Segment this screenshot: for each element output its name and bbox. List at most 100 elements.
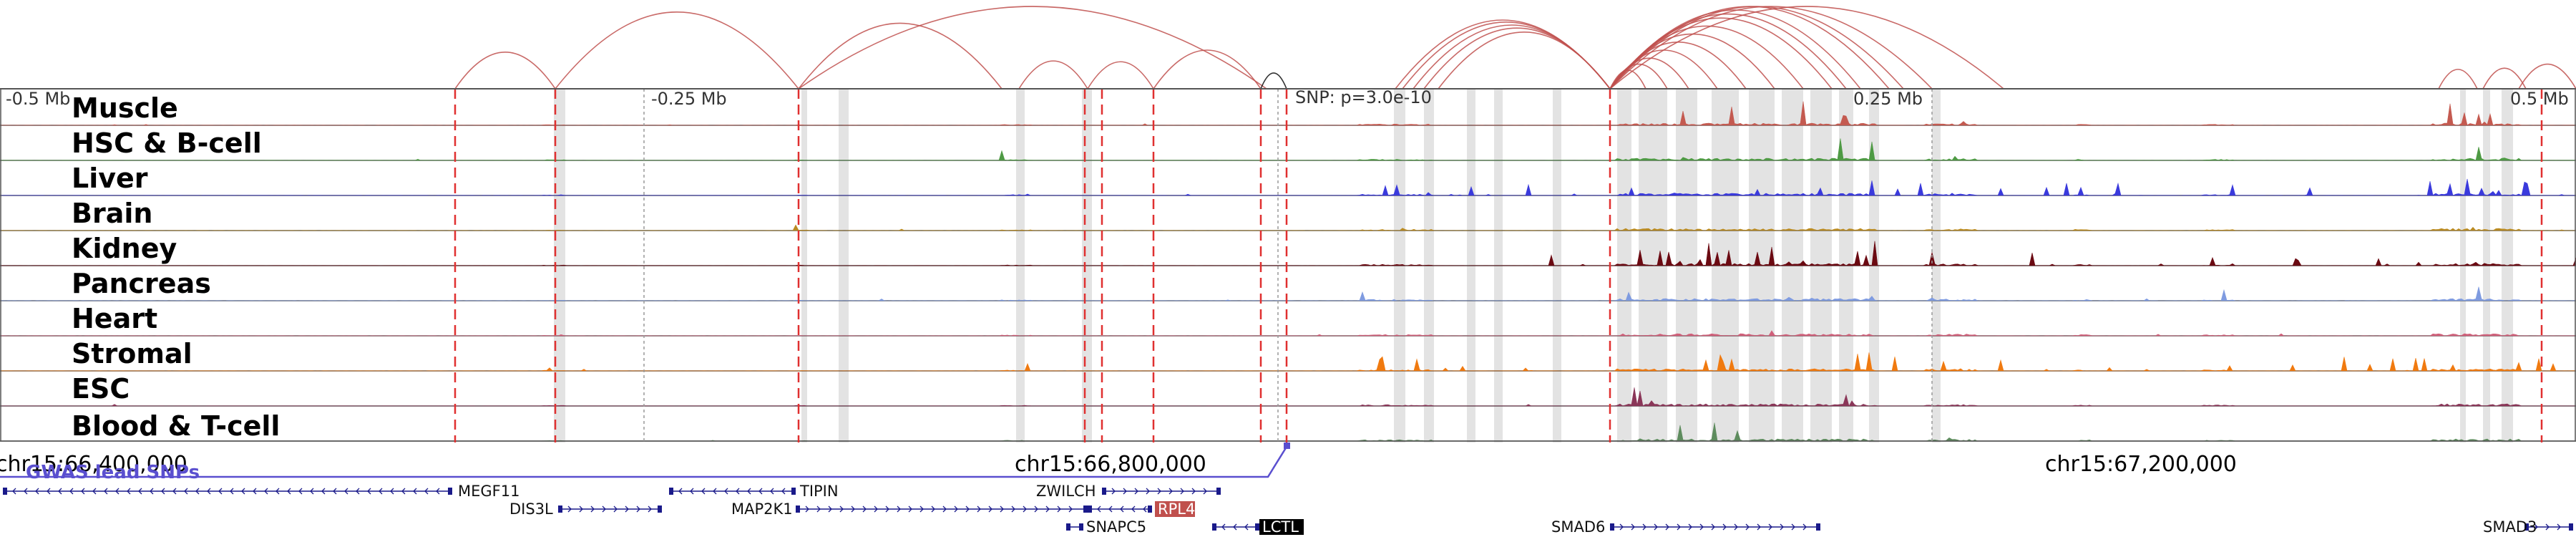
gene-box-rpl4 xyxy=(1155,501,1195,517)
signal-stromal xyxy=(0,352,2576,372)
signal-esc xyxy=(0,387,2576,407)
gene-megf11-strand-arrow xyxy=(172,488,177,495)
coord-right: chr15:67,200,000 xyxy=(2045,452,2237,477)
gene-tipin-strand-arrow xyxy=(713,488,717,495)
loop-arc xyxy=(1087,61,1154,90)
gene-map2k1-strand-arrow xyxy=(862,505,867,513)
track-label-pancreas: Pancreas xyxy=(72,268,211,299)
gene-smad3-strand-arrow xyxy=(2557,523,2561,531)
gene-map2k1-strand-arrow xyxy=(1000,505,1004,513)
gene-smad6-strand-arrow xyxy=(1711,523,1715,531)
gene-smad6-strand-arrow xyxy=(1734,523,1738,531)
gene-smad6-strand-arrow xyxy=(1688,523,1692,531)
gene-map2k1-strand-arrow xyxy=(977,505,981,513)
gene-track xyxy=(3,488,2573,531)
gene-map2k1-strand-arrow xyxy=(931,505,935,513)
gene-tipin-strand-arrow xyxy=(678,488,683,495)
gene-tipin-strand-arrow xyxy=(724,488,728,495)
gene-megf11-strand-arrow xyxy=(401,488,406,495)
gene-map2k1-strand-arrow xyxy=(1011,505,1015,513)
gene-map2k1-strand-arrow xyxy=(1068,505,1073,513)
loop-arc xyxy=(2438,69,2478,90)
gene-label-megf11: MEGF11 xyxy=(458,483,519,500)
gene-label-dis3l: DIS3L xyxy=(509,500,553,518)
track-label-blood-tcell: Blood & T-cell xyxy=(72,410,280,442)
gene-megf11-strand-arrow xyxy=(241,488,245,495)
gene-label-lctl: LCTL xyxy=(1262,518,1299,536)
gene-smad6-strand-arrow xyxy=(1677,523,1681,531)
gene-smad6-strand-arrow xyxy=(1757,523,1761,531)
gene-zwilch-exon xyxy=(1216,488,1221,495)
gene-label-rpl4: RPL4 xyxy=(1158,500,1195,518)
gene-box-lctl xyxy=(1259,519,1304,535)
gene-smad6-strand-arrow xyxy=(1642,523,1646,531)
gene-map2k1-strand-arrow xyxy=(828,505,832,513)
gene-dis3l-strand-arrow xyxy=(579,505,583,513)
loop-arc xyxy=(1609,69,1646,90)
gene-tipin-strand-arrow xyxy=(736,488,740,495)
gene-megf11-strand-arrow xyxy=(356,488,360,495)
gwas-track-label: GWAS lead SNPs xyxy=(26,462,200,483)
gene-dis3l-strand-arrow xyxy=(613,505,618,513)
gene-megf11-strand-arrow xyxy=(115,488,119,495)
gene-label-zwilch: ZWILCH xyxy=(1036,483,1096,500)
gene-megf11-strand-arrow xyxy=(184,488,188,495)
gene-zwilch-strand-arrow xyxy=(1157,488,1161,495)
gene-megf11-strand-arrow xyxy=(92,488,97,495)
gene-rpl4-strand-arrow xyxy=(1120,505,1124,513)
gene-snapc5-exon xyxy=(1079,523,1083,531)
gene-megf11-strand-arrow xyxy=(207,488,211,495)
gene-zwilch-strand-arrow xyxy=(1134,488,1138,495)
gene-smad3-strand-arrow xyxy=(2534,523,2538,531)
gene-zwilch-exon xyxy=(1102,488,1106,495)
gene-dis3l-exon xyxy=(558,505,562,513)
gene-megf11-strand-arrow xyxy=(344,488,348,495)
gwas-snp-marker xyxy=(1284,442,1290,449)
loop-arc xyxy=(1609,13,1847,90)
gene-map2k1-strand-arrow xyxy=(1023,505,1027,513)
signal-muscle xyxy=(0,101,2576,126)
gene-map2k1-strand-arrow xyxy=(1034,505,1038,513)
loop-arc xyxy=(1609,6,2004,90)
loop-arc xyxy=(798,6,1267,90)
gene-smad6-strand-arrow xyxy=(1665,523,1669,531)
loop-arcs xyxy=(454,6,2576,90)
gene-label-tipin: TIPIN xyxy=(799,483,839,500)
gene-rpl4-exon xyxy=(1088,505,1092,513)
gene-smad3-exon xyxy=(2524,523,2529,531)
gene-map2k1-strand-arrow xyxy=(954,505,958,513)
gene-megf11-strand-arrow xyxy=(127,488,131,495)
gene-megf11-strand-arrow xyxy=(436,488,440,495)
signal-pancreas xyxy=(0,286,2576,301)
gene-lctl-strand-arrow xyxy=(1244,523,1249,531)
gene-megf11-strand-arrow xyxy=(424,488,429,495)
highlight-lines xyxy=(454,89,2543,442)
gene-megf11-strand-arrow xyxy=(367,488,371,495)
gene-map2k1-strand-arrow xyxy=(816,505,821,513)
gene-rpl4-strand-arrow xyxy=(1097,505,1101,513)
gene-smad6-strand-arrow xyxy=(1780,523,1784,531)
gene-megf11-strand-arrow xyxy=(310,488,314,495)
gene-label-smad3: SMAD3 xyxy=(2483,518,2537,536)
loop-arc xyxy=(1438,32,1611,90)
gene-map2k1-strand-arrow xyxy=(897,505,901,513)
gene-megf11-strand-arrow xyxy=(287,488,291,495)
gene-megf11-strand-arrow xyxy=(333,488,337,495)
gene-megf11-strand-arrow xyxy=(12,488,16,495)
gene-megf11-strand-arrow xyxy=(321,488,326,495)
loop-arc xyxy=(1609,6,1933,90)
signal-liver xyxy=(0,178,2576,196)
gene-megf11-strand-arrow xyxy=(35,488,39,495)
gene-tipin-strand-arrow xyxy=(781,488,786,495)
gene-smad3-strand-arrow xyxy=(2545,523,2550,531)
gene-label-snapc5: SNAPC5 xyxy=(1086,518,1146,536)
scale-right-mid-label: 0.25 Mb xyxy=(1853,89,1923,109)
gene-megf11-strand-arrow xyxy=(104,488,108,495)
signal-hsc-b-cell xyxy=(0,138,2576,161)
gene-zwilch-strand-arrow xyxy=(1180,488,1184,495)
gene-megf11-exon xyxy=(3,488,7,495)
loop-arc xyxy=(555,11,799,90)
track-label-hsc-bcell: HSC & B-cell xyxy=(72,127,262,159)
gene-megf11-strand-arrow xyxy=(195,488,200,495)
